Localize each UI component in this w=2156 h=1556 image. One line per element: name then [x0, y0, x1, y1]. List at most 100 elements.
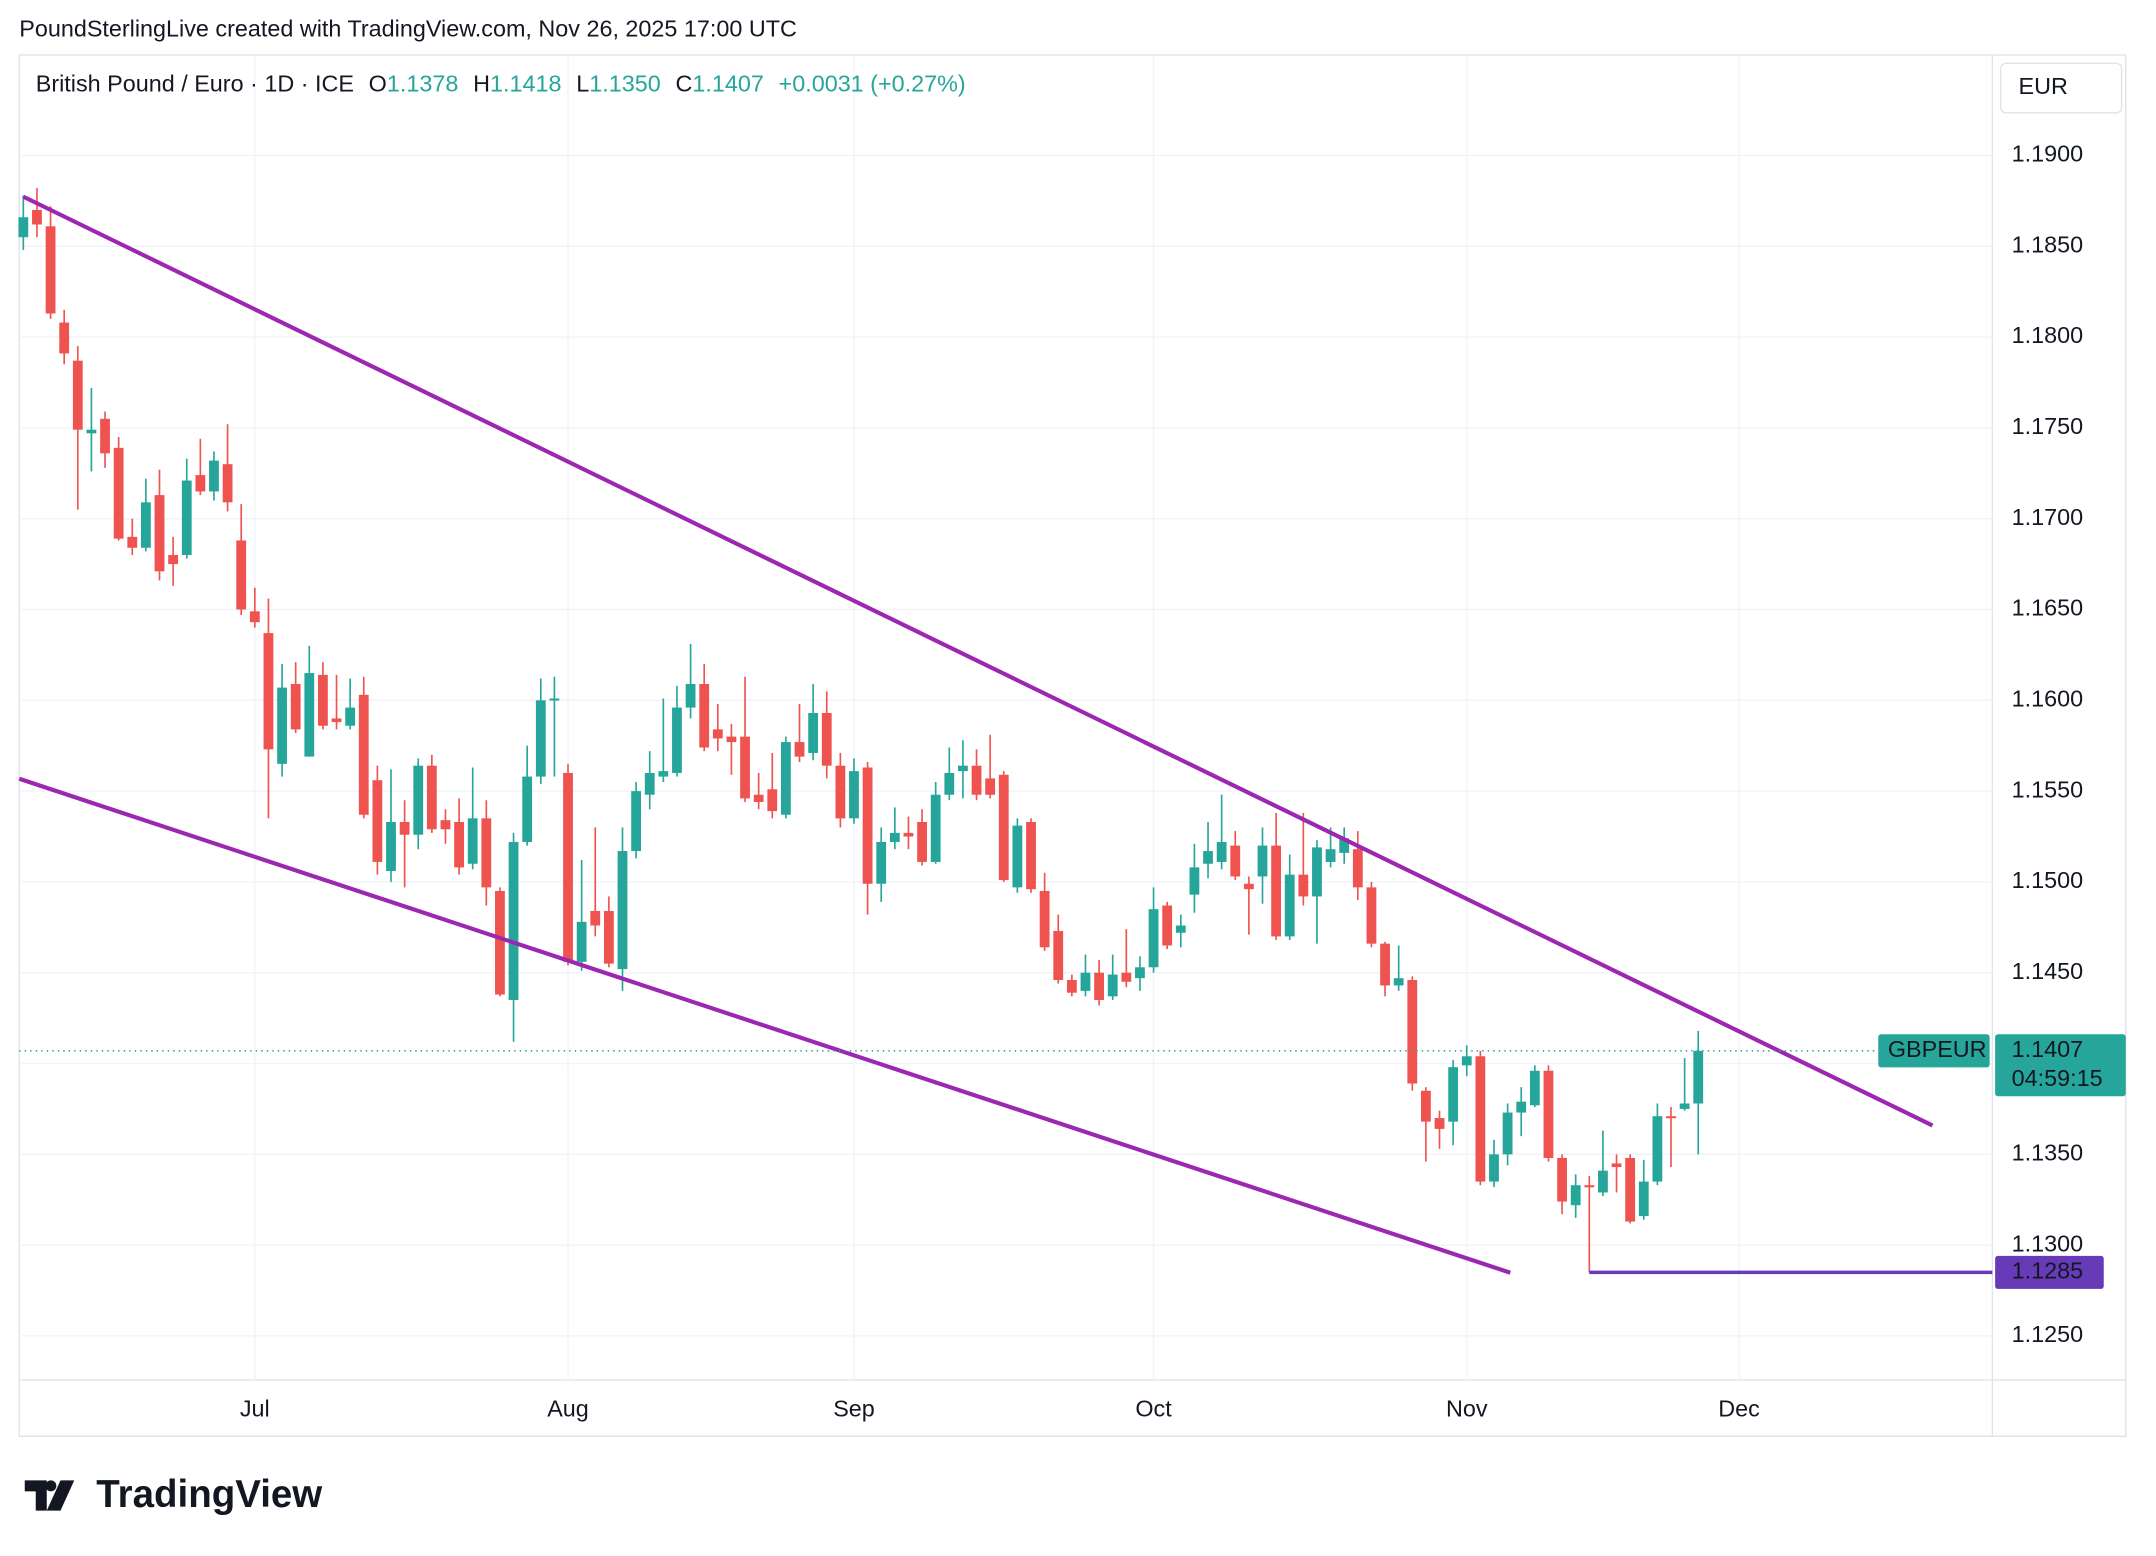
candle-body	[631, 791, 642, 852]
y-tick-label: 1.1600	[2012, 685, 2083, 711]
candle-body	[222, 464, 233, 503]
l-value: 1.1350	[589, 70, 660, 96]
last-price-box	[1995, 1034, 2126, 1097]
candle-body	[1026, 821, 1036, 890]
o-value: 1.1378	[387, 70, 458, 96]
currency-box[interactable]	[1999, 62, 2123, 114]
candle-body	[971, 765, 982, 795]
candle-body	[862, 767, 873, 884]
candle-body	[1243, 883, 1254, 890]
candle-body	[86, 429, 97, 434]
y-tick-label: 1.1500	[2012, 867, 2083, 893]
candle-body	[127, 536, 138, 548]
support-label-box	[1995, 1255, 2104, 1289]
candle-body	[740, 736, 750, 799]
candle-body	[522, 776, 533, 842]
header: PoundSterlingLive created with TradingVi…	[19, 15, 797, 41]
candle-body	[1271, 845, 1282, 937]
candle-body	[1121, 972, 1132, 982]
candle-body	[1053, 930, 1064, 980]
trendline	[22, 194, 1934, 1128]
y-tick-label: 1.1800	[2012, 322, 2083, 348]
candle-body	[1679, 1103, 1690, 1109]
candle-body	[318, 674, 328, 726]
candle-body	[944, 772, 955, 795]
candle-body	[1257, 845, 1268, 877]
candle-body	[18, 217, 29, 238]
candle-body	[1039, 890, 1050, 948]
candle-body	[958, 765, 968, 772]
legend: British Pound / Euro · 1D · ICE O1.1378 …	[36, 70, 966, 96]
y-tick-label: 1.1350	[2012, 1140, 2083, 1166]
candle-body	[290, 683, 301, 730]
candle-body	[794, 742, 805, 757]
y-tick-label: 1.1650	[2012, 595, 2083, 621]
o-label: O	[369, 70, 387, 96]
h-label: H	[473, 70, 490, 96]
brand-logo: TradingView	[24, 1473, 323, 1516]
candle-body	[889, 832, 900, 842]
candle-body	[45, 226, 56, 314]
c-label: C	[675, 70, 692, 96]
candle-body	[195, 475, 206, 492]
candle-body	[1502, 1112, 1513, 1155]
x-tick-label: Aug	[547, 1395, 589, 1421]
candle-body	[331, 718, 342, 723]
currency: EUR	[2019, 73, 2068, 99]
c-value: 1.1407	[692, 70, 763, 96]
candle-body	[1148, 909, 1159, 968]
candle-body	[1461, 1056, 1472, 1066]
candle-body	[413, 765, 424, 835]
candle-body	[644, 772, 655, 795]
candle-body	[1284, 874, 1295, 937]
candle-body	[1475, 1056, 1486, 1182]
candle-body	[1557, 1157, 1567, 1202]
candle-body	[236, 540, 247, 610]
candle-body	[426, 765, 437, 830]
candle-body	[1598, 1170, 1608, 1193]
candle-body	[1312, 847, 1322, 897]
candle-body	[985, 778, 996, 795]
candle-body	[535, 700, 546, 777]
candle-body	[399, 821, 410, 835]
candle-body	[1489, 1154, 1499, 1182]
candle-body	[372, 780, 383, 862]
candle-body	[726, 736, 737, 743]
candle-body	[1203, 851, 1213, 864]
candle-body	[699, 683, 710, 748]
candle-body	[1189, 867, 1200, 895]
candle-body	[1407, 979, 1418, 1084]
candle-body	[386, 821, 396, 872]
candle-body	[181, 480, 192, 556]
candle-body	[440, 820, 451, 830]
grid	[19, 55, 1993, 1380]
candle-body	[304, 673, 315, 757]
candle-body	[1107, 974, 1118, 997]
candle-body	[1325, 849, 1336, 862]
x-tick-label: Dec	[1718, 1395, 1760, 1421]
candle-body	[835, 765, 846, 819]
candle-body	[590, 910, 601, 926]
countdown: 04:59:15	[2012, 1065, 2103, 1091]
candle-body	[1066, 979, 1077, 993]
candle-body	[603, 910, 614, 964]
candle-body	[481, 818, 492, 888]
candle-body	[780, 742, 791, 815]
candle-body	[1543, 1070, 1554, 1158]
candle-body	[1516, 1101, 1527, 1113]
x-tick-label: Sep	[833, 1395, 875, 1421]
y-tick-label: 1.1550	[2012, 776, 2083, 802]
candle-body	[59, 322, 70, 354]
candle-body	[617, 851, 628, 970]
candle-body	[1584, 1185, 1595, 1188]
candle-body	[1393, 978, 1404, 986]
candle-body	[1216, 841, 1227, 862]
l-label: L	[576, 70, 589, 96]
candle-body	[1529, 1070, 1540, 1106]
y-tick-label: 1.1450	[2012, 958, 2083, 984]
candle-body	[277, 687, 287, 764]
plot	[18, 188, 1993, 1275]
candle-body	[767, 789, 778, 812]
candle-body	[1434, 1118, 1445, 1129]
